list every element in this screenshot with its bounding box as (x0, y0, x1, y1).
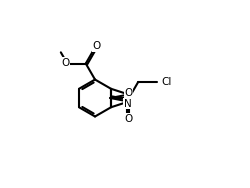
Text: N: N (124, 99, 132, 109)
Text: O: O (92, 41, 101, 51)
Text: O: O (125, 114, 133, 124)
Text: O: O (124, 88, 133, 98)
Text: Cl: Cl (161, 77, 172, 87)
Text: O: O (62, 58, 70, 68)
